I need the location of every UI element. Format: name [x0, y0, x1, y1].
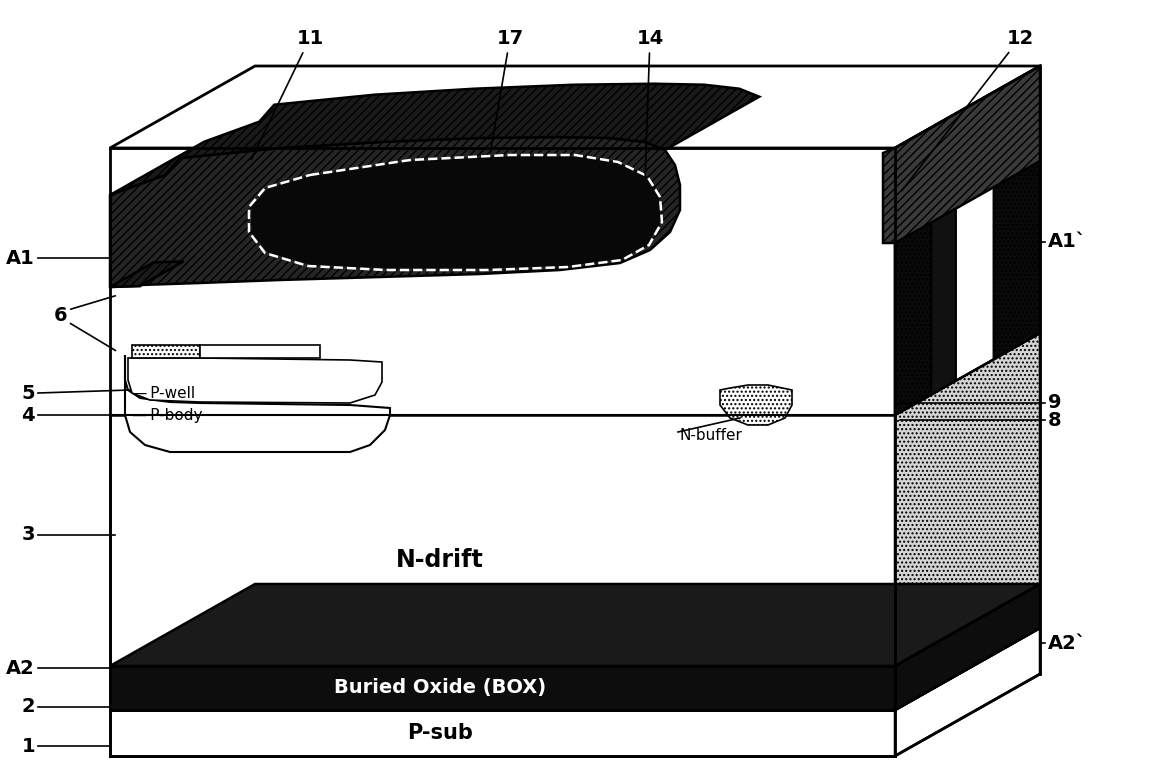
Polygon shape	[895, 126, 1040, 415]
Polygon shape	[111, 415, 895, 666]
Text: 5: 5	[21, 384, 35, 402]
Polygon shape	[895, 584, 1040, 710]
Text: P-sub: P-sub	[407, 723, 473, 743]
Polygon shape	[111, 137, 680, 287]
Polygon shape	[128, 358, 382, 403]
Polygon shape	[895, 628, 1040, 756]
Text: 1: 1	[21, 736, 35, 755]
Polygon shape	[111, 584, 1040, 666]
Polygon shape	[111, 666, 895, 710]
Text: N-buffer: N-buffer	[680, 427, 743, 443]
Polygon shape	[111, 628, 1040, 710]
Text: N-drift: N-drift	[396, 548, 483, 572]
Text: 3: 3	[21, 525, 35, 545]
Text: 9: 9	[1048, 392, 1062, 411]
Text: 2: 2	[21, 698, 35, 716]
Polygon shape	[956, 92, 994, 381]
Polygon shape	[895, 66, 1040, 415]
Text: 4: 4	[21, 405, 35, 424]
Text: 12: 12	[902, 28, 1034, 191]
Text: A2`: A2`	[1048, 634, 1087, 653]
Text: A1`: A1`	[1048, 232, 1087, 251]
Text: Buried Oxide (BOX): Buried Oxide (BOX)	[334, 679, 546, 698]
Polygon shape	[111, 66, 1040, 148]
Polygon shape	[111, 710, 895, 756]
Polygon shape	[883, 66, 1040, 243]
Text: A2: A2	[6, 659, 35, 677]
Polygon shape	[111, 261, 183, 287]
Polygon shape	[125, 355, 390, 452]
Polygon shape	[720, 385, 791, 425]
Polygon shape	[111, 83, 760, 195]
Text: — P-well: — P-well	[132, 385, 195, 401]
Text: — P-body: — P-body	[132, 408, 202, 423]
Text: 8: 8	[1048, 411, 1062, 430]
Text: 14: 14	[636, 28, 663, 177]
Text: A1: A1	[6, 248, 35, 267]
Polygon shape	[252, 157, 660, 268]
Polygon shape	[895, 333, 1040, 666]
Polygon shape	[931, 113, 956, 394]
Polygon shape	[132, 345, 200, 358]
Text: 17: 17	[490, 28, 523, 152]
Text: 6: 6	[53, 306, 67, 325]
Text: 11: 11	[252, 28, 323, 159]
Polygon shape	[200, 345, 320, 358]
